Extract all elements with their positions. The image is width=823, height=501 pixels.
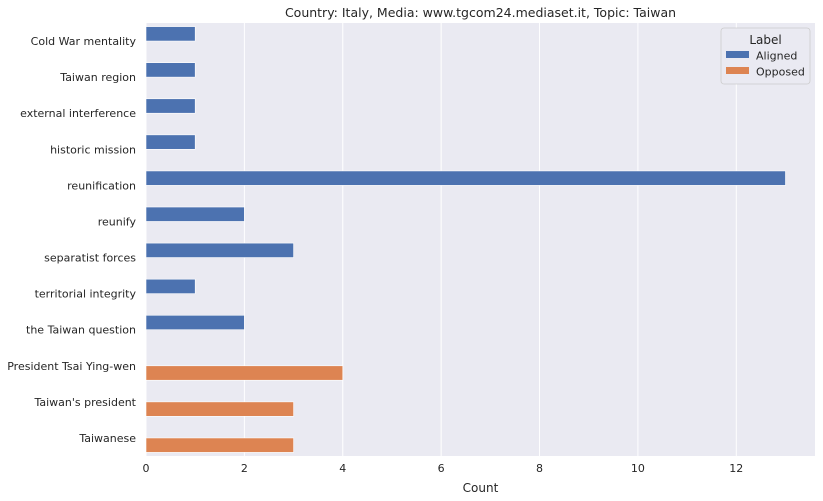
bar-aligned xyxy=(145,98,196,114)
y-tick-label: reunify xyxy=(98,215,137,228)
grid xyxy=(145,23,737,456)
y-tick-label: the Taiwan question xyxy=(26,324,136,337)
x-tick-labels: 0 2 4 6 8 10 12 xyxy=(143,462,744,475)
bar-aligned xyxy=(145,170,786,186)
legend-label-aligned: Aligned xyxy=(756,50,797,63)
y-tick-label: Taiwan's president xyxy=(33,396,136,409)
bar-aligned xyxy=(145,278,196,294)
bar-aligned xyxy=(145,242,294,258)
bar-opposed xyxy=(145,365,344,381)
x-tick-label: 10 xyxy=(631,462,645,475)
legend-label-opposed: Opposed xyxy=(756,66,805,79)
bar-opposed xyxy=(145,401,294,417)
y-tick-label: historic mission xyxy=(50,143,136,156)
x-tick-label: 0 xyxy=(143,462,150,475)
y-tick-label: Taiwan region xyxy=(59,71,136,84)
legend-swatch-opposed xyxy=(726,67,749,74)
legend: Label Aligned Opposed xyxy=(720,27,811,85)
x-tick-label: 8 xyxy=(536,462,543,475)
bar-opposed xyxy=(145,437,294,453)
bar-aligned xyxy=(145,26,196,42)
y-tick-label: reunification xyxy=(67,179,136,192)
bars xyxy=(145,26,786,453)
bar-aligned xyxy=(145,62,196,78)
y-tick-label: territorial integrity xyxy=(35,288,137,301)
legend-swatch-aligned xyxy=(726,51,749,58)
x-tick-label: 4 xyxy=(339,462,346,475)
x-tick-label: 2 xyxy=(241,462,248,475)
legend-title: Label xyxy=(749,33,781,47)
x-axis-label: Count xyxy=(463,481,499,495)
y-tick-labels: Cold War mentality Taiwan region external … xyxy=(7,35,136,445)
chart-title: Country: Italy, Media: www.tgcom24.media… xyxy=(285,5,676,20)
y-tick-label: Cold War mentality xyxy=(31,35,137,48)
plot-background xyxy=(146,23,815,456)
y-tick-label: Taiwanese xyxy=(78,432,136,445)
y-tick-label: President Tsai Ying-wen xyxy=(7,360,136,373)
x-tick-label: 6 xyxy=(438,462,445,475)
y-tick-label: external interference xyxy=(20,107,136,120)
y-tick-label: separatist forces xyxy=(44,252,136,265)
bar-aligned xyxy=(145,134,196,150)
x-tick-label: 12 xyxy=(729,462,743,475)
bar-aligned xyxy=(145,314,245,331)
bar-aligned xyxy=(145,206,245,222)
